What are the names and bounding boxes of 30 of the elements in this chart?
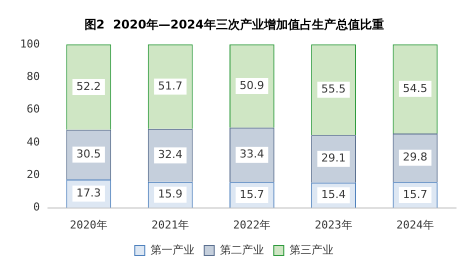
y-tick-label: 40 bbox=[26, 135, 40, 148]
data-label: 29.1 bbox=[321, 152, 346, 165]
data-label: 52.2 bbox=[76, 80, 101, 93]
data-label: 15.4 bbox=[321, 188, 346, 202]
x-tick-label: 2020年 bbox=[70, 218, 108, 232]
x-tick-label: 2024年 bbox=[396, 218, 434, 232]
legend-label: 第二产业 bbox=[220, 243, 264, 256]
data-label: 17.3 bbox=[76, 186, 101, 200]
data-label: 29.8 bbox=[402, 150, 428, 164]
data-label: 54.5 bbox=[402, 82, 428, 95]
x-tick-label: 2023年 bbox=[314, 218, 352, 232]
data-label: 15.9 bbox=[158, 188, 183, 201]
y-tick-label: 60 bbox=[26, 102, 40, 116]
data-label: 32.4 bbox=[158, 148, 183, 162]
data-label: 15.7 bbox=[240, 188, 264, 201]
data-label: 30.5 bbox=[76, 147, 101, 160]
x-tick-label: 2022年 bbox=[233, 218, 271, 232]
data-label: 33.4 bbox=[240, 148, 264, 161]
y-tick-label: 100 bbox=[20, 37, 40, 50]
legend-label: 第三产业 bbox=[289, 243, 334, 256]
y-tick-label: 20 bbox=[26, 168, 40, 181]
data-label: 15.7 bbox=[402, 188, 428, 201]
data-label: 55.5 bbox=[321, 82, 346, 96]
x-tick-label: 2021年 bbox=[152, 218, 190, 232]
data-label: 50.9 bbox=[240, 78, 264, 92]
y-tick-label: 0 bbox=[33, 200, 40, 214]
chart-title: 图2 2020年—2024年三次产业增加值占生产总值比重 bbox=[84, 17, 384, 32]
y-tick-label: 80 bbox=[26, 70, 40, 83]
data-label: 51.7 bbox=[158, 80, 183, 92]
legend-label: 第一产业 bbox=[150, 243, 194, 256]
